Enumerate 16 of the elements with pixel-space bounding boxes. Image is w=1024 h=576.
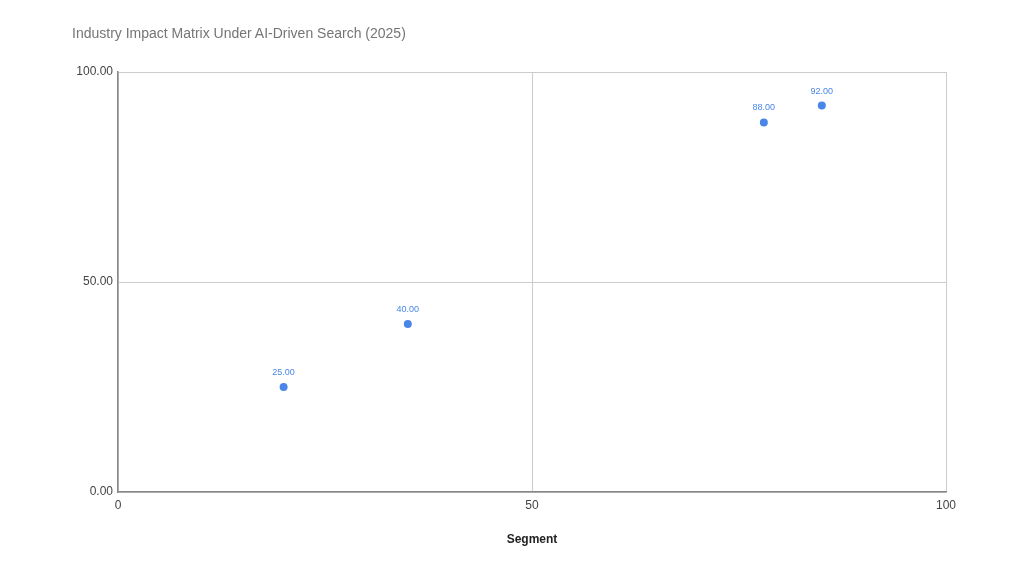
data-label: 25.00 bbox=[272, 366, 295, 377]
x-axis-title: Segment bbox=[506, 532, 558, 547]
point bbox=[817, 101, 826, 110]
data-label: 92.00 bbox=[810, 85, 834, 96]
x-tick-label: 0 bbox=[114, 497, 122, 512]
chart-title: Industry Impact Matrix Under AI-Driven Search (2025) bbox=[72, 24, 406, 41]
point bbox=[403, 320, 412, 328]
y-tick-label: 0.00 bbox=[89, 484, 114, 499]
point bbox=[279, 383, 288, 391]
point bbox=[759, 118, 768, 127]
y-tick-label: 50.00 bbox=[82, 274, 114, 289]
x-tick-label: 50 bbox=[525, 497, 539, 512]
data-label: 40.00 bbox=[396, 303, 420, 314]
data-label: 88.00 bbox=[752, 102, 776, 113]
x-tick-label: 100 bbox=[935, 497, 957, 512]
y-tick-label: 100.00 bbox=[76, 64, 114, 79]
